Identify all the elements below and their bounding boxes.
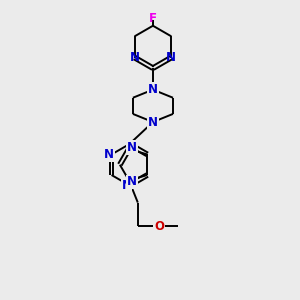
Text: N: N [127,141,137,154]
Text: N: N [130,51,140,64]
Text: F: F [149,12,157,25]
Text: N: N [166,51,176,64]
Text: N: N [148,83,158,96]
Text: N: N [127,176,137,188]
Text: O: O [154,220,164,232]
Text: N: N [148,116,158,128]
Text: N: N [122,179,131,192]
Text: N: N [103,148,114,161]
